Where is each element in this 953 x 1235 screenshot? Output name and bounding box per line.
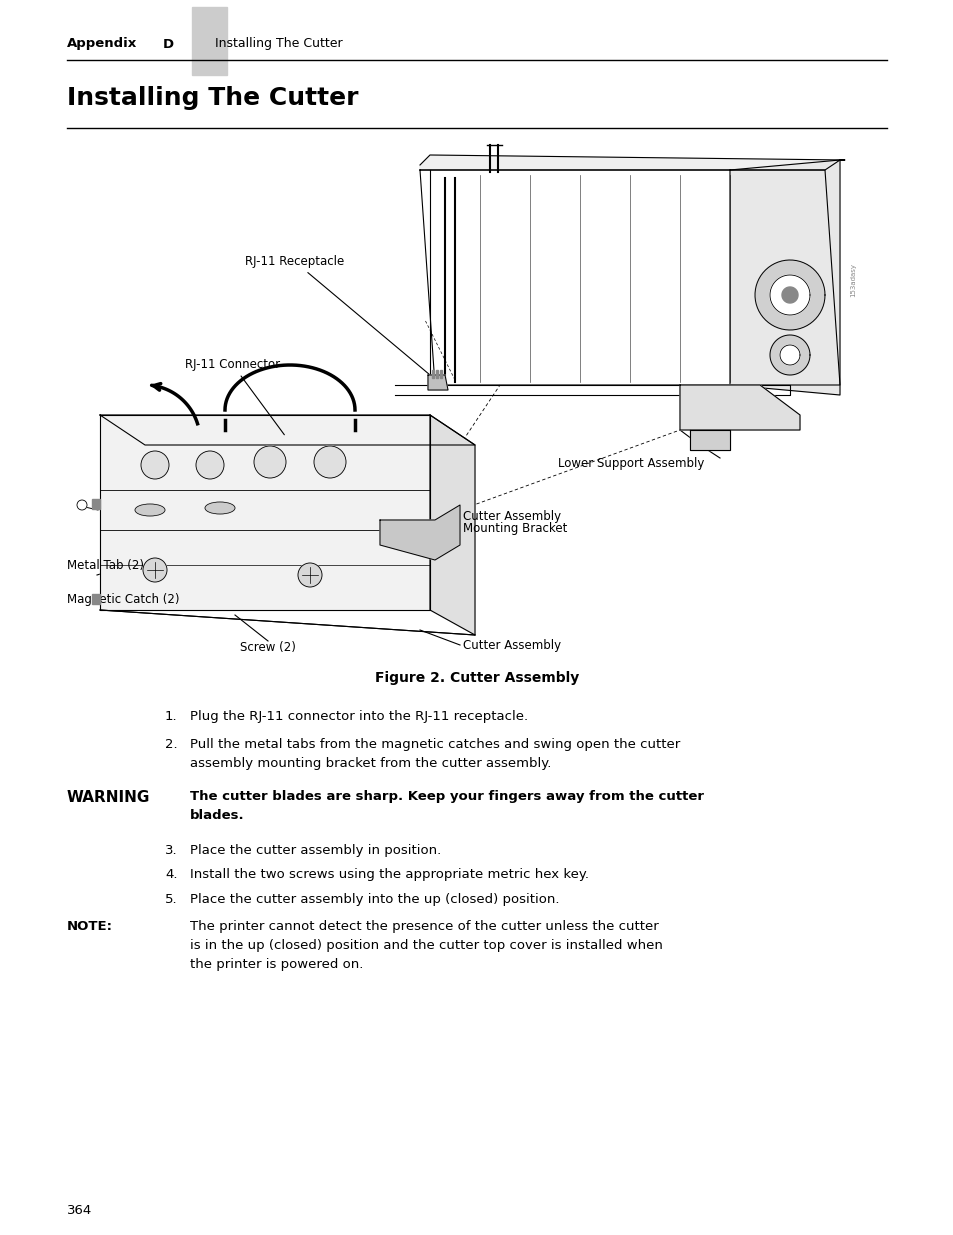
Text: Place the cutter assembly in position.: Place the cutter assembly in position. (190, 844, 441, 857)
Text: blades.: blades. (190, 809, 244, 823)
Polygon shape (754, 261, 824, 330)
Text: Installing The Cutter: Installing The Cutter (214, 37, 342, 51)
Text: Magnetic Catch (2): Magnetic Catch (2) (67, 594, 179, 606)
Text: Install the two screws using the appropriate metric hex key.: Install the two screws using the appropr… (190, 868, 588, 881)
Text: NOTE:: NOTE: (67, 920, 112, 932)
Polygon shape (419, 156, 844, 170)
Text: 5.: 5. (165, 893, 177, 906)
Circle shape (195, 451, 224, 479)
Polygon shape (769, 335, 809, 375)
Text: D: D (163, 37, 174, 51)
Text: Plug the RJ-11 connector into the RJ-11 receptacle.: Plug the RJ-11 connector into the RJ-11 … (190, 710, 528, 722)
Text: RJ-11 Receptacle: RJ-11 Receptacle (245, 254, 434, 378)
Text: 1.: 1. (165, 710, 177, 722)
Circle shape (141, 451, 169, 479)
Text: Mounting Bracket: Mounting Bracket (462, 522, 567, 535)
Text: is in the up (closed) position and the cutter top cover is installed when: is in the up (closed) position and the c… (190, 939, 662, 952)
Polygon shape (100, 415, 430, 610)
Polygon shape (379, 505, 459, 559)
Text: the printer is powered on.: the printer is powered on. (190, 958, 363, 971)
Text: 364: 364 (67, 1203, 92, 1216)
Polygon shape (432, 370, 434, 378)
Text: Screw (2): Screw (2) (240, 641, 295, 655)
Text: Lower Support Assembly: Lower Support Assembly (558, 457, 703, 469)
Circle shape (253, 446, 286, 478)
Text: Metal Tab (2): Metal Tab (2) (67, 558, 144, 572)
Text: Cutter Assembly: Cutter Assembly (462, 638, 560, 652)
Bar (91, 499, 100, 509)
Text: The printer cannot detect the presence of the cutter unless the cutter: The printer cannot detect the presence o… (190, 920, 659, 932)
Circle shape (314, 446, 346, 478)
Text: Appendix: Appendix (67, 37, 137, 51)
Polygon shape (436, 370, 437, 378)
Polygon shape (428, 375, 448, 390)
Polygon shape (769, 275, 809, 315)
Text: 2.: 2. (165, 739, 177, 751)
Text: assembly mounting bracket from the cutter assembly.: assembly mounting bracket from the cutte… (190, 757, 551, 769)
Polygon shape (430, 415, 475, 635)
Ellipse shape (205, 501, 234, 514)
Text: Cutter Assembly: Cutter Assembly (462, 510, 560, 522)
Polygon shape (729, 161, 840, 395)
Bar (91, 594, 100, 604)
Text: Figure 2. Cutter Assembly: Figure 2. Cutter Assembly (375, 671, 578, 685)
Polygon shape (439, 370, 441, 378)
Text: WARNING: WARNING (67, 790, 151, 805)
Polygon shape (100, 415, 475, 445)
Text: 3.: 3. (165, 844, 177, 857)
Text: The cutter blades are sharp. Keep your fingers away from the cutter: The cutter blades are sharp. Keep your f… (190, 790, 703, 803)
Polygon shape (679, 385, 800, 430)
Text: Installing The Cutter: Installing The Cutter (67, 86, 358, 110)
Circle shape (143, 558, 167, 582)
Text: RJ-11 Connector: RJ-11 Connector (185, 358, 284, 435)
Polygon shape (780, 345, 800, 366)
Polygon shape (689, 430, 729, 450)
Bar (192, 7, 227, 75)
Text: Place the cutter assembly into the up (closed) position.: Place the cutter assembly into the up (c… (190, 893, 558, 906)
Text: 4.: 4. (165, 868, 177, 881)
Text: Pull the metal tabs from the magnetic catches and swing open the cutter: Pull the metal tabs from the magnetic ca… (190, 739, 679, 751)
Circle shape (297, 563, 322, 587)
Text: 153adasy: 153adasy (849, 263, 855, 296)
Ellipse shape (135, 504, 165, 516)
Polygon shape (781, 287, 797, 303)
Circle shape (77, 500, 87, 510)
Polygon shape (419, 170, 840, 385)
